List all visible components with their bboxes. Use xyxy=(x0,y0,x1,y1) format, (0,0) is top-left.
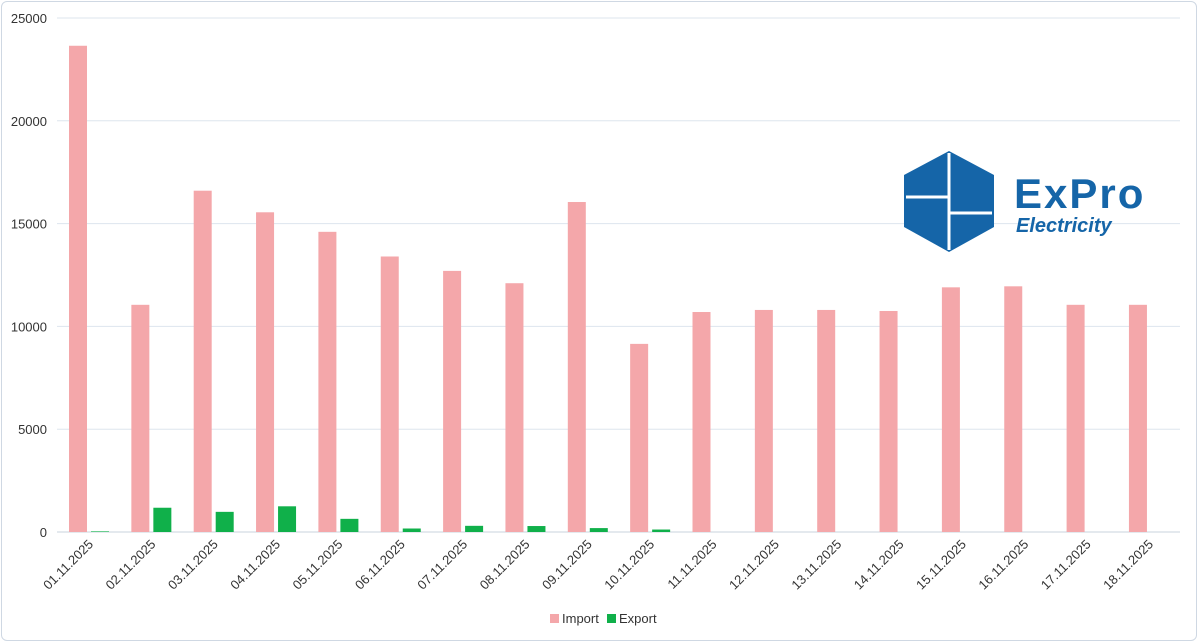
x-tick-label: 02.11.2025 xyxy=(103,537,159,593)
y-tick-label: 0 xyxy=(40,525,47,540)
x-tick-label: 14.11.2025 xyxy=(851,537,907,593)
bar-import xyxy=(1004,286,1023,532)
y-tick-label: 15000 xyxy=(11,217,47,232)
x-tick-label: 07.11.2025 xyxy=(414,537,470,593)
bar-import xyxy=(256,212,275,533)
grid-lines xyxy=(57,17,1180,533)
logo-subtitle: Electricity xyxy=(1016,215,1112,237)
x-tick-label: 09.11.2025 xyxy=(539,537,595,593)
logo-wordmark: ExPro xyxy=(1014,170,1145,217)
y-tick-label: 25000 xyxy=(11,11,47,26)
bar-import xyxy=(567,202,586,532)
y-axis-ticks: 0 5000 10000 15000 20000 25000 xyxy=(11,11,47,540)
logo-hexagon-icon xyxy=(904,151,994,252)
x-tick-label: 10.11.2025 xyxy=(601,537,657,593)
bar-export xyxy=(215,511,234,532)
bar-import xyxy=(380,256,399,532)
x-tick-label: 13.11.2025 xyxy=(788,537,844,593)
x-tick-label: 06.11.2025 xyxy=(352,537,408,593)
x-tick-label: 01.11.2025 xyxy=(40,537,96,593)
x-tick-label: 15.11.2025 xyxy=(913,537,969,593)
bar-export xyxy=(91,531,109,532)
bar-export xyxy=(652,529,671,532)
bar-import xyxy=(630,343,649,532)
bar-export xyxy=(465,525,484,532)
bar-import xyxy=(1128,304,1147,532)
x-tick-label: 11.11.2025 xyxy=(664,537,719,592)
y-tick-label: 10000 xyxy=(11,319,47,334)
x-tick-label: 17.11.2025 xyxy=(1038,537,1094,593)
bar-export xyxy=(402,528,421,532)
bar-import xyxy=(443,270,462,532)
bar-import xyxy=(1066,304,1085,532)
bar-import xyxy=(692,312,711,532)
legend: Import Export xyxy=(550,611,657,626)
expro-logo: ExPro Electricity xyxy=(904,151,1145,252)
bar-import xyxy=(941,287,960,532)
y-tick-label: 5000 xyxy=(18,422,47,437)
bar-export xyxy=(278,506,297,532)
bar-import xyxy=(879,310,898,532)
x-tick-label: 12.11.2025 xyxy=(726,537,782,593)
bars xyxy=(69,45,1147,533)
x-tick-label: 16.11.2025 xyxy=(975,537,1031,593)
legend-item-import: Import xyxy=(550,611,599,626)
legend-label-export: Export xyxy=(619,611,657,626)
x-tick-label: 08.11.2025 xyxy=(477,537,533,593)
x-tick-label: 03.11.2025 xyxy=(165,537,221,593)
bar-export xyxy=(589,528,608,532)
y-tick-label: 20000 xyxy=(11,114,47,129)
bar-import xyxy=(505,283,524,532)
legend-swatch-export xyxy=(607,614,616,623)
bar-import xyxy=(131,304,150,532)
legend-item-export: Export xyxy=(607,611,657,626)
x-axis-ticks: 01.11.2025 02.11.2025 03.11.2025 04.11.2025… xyxy=(40,537,1156,593)
bar-import xyxy=(318,231,337,532)
x-tick-label: 04.11.2025 xyxy=(227,537,283,593)
bar-export xyxy=(527,526,546,532)
legend-label-import: Import xyxy=(562,611,599,626)
bar-import xyxy=(193,190,212,533)
x-tick-label: 05.11.2025 xyxy=(290,537,346,593)
bar-import xyxy=(754,309,773,532)
bar-export xyxy=(340,518,359,532)
legend-swatch-import xyxy=(550,614,559,623)
bar-import xyxy=(817,309,836,532)
bar-export xyxy=(153,507,172,532)
bar-import xyxy=(69,45,87,532)
x-tick-label: 18.11.2025 xyxy=(1100,537,1156,593)
